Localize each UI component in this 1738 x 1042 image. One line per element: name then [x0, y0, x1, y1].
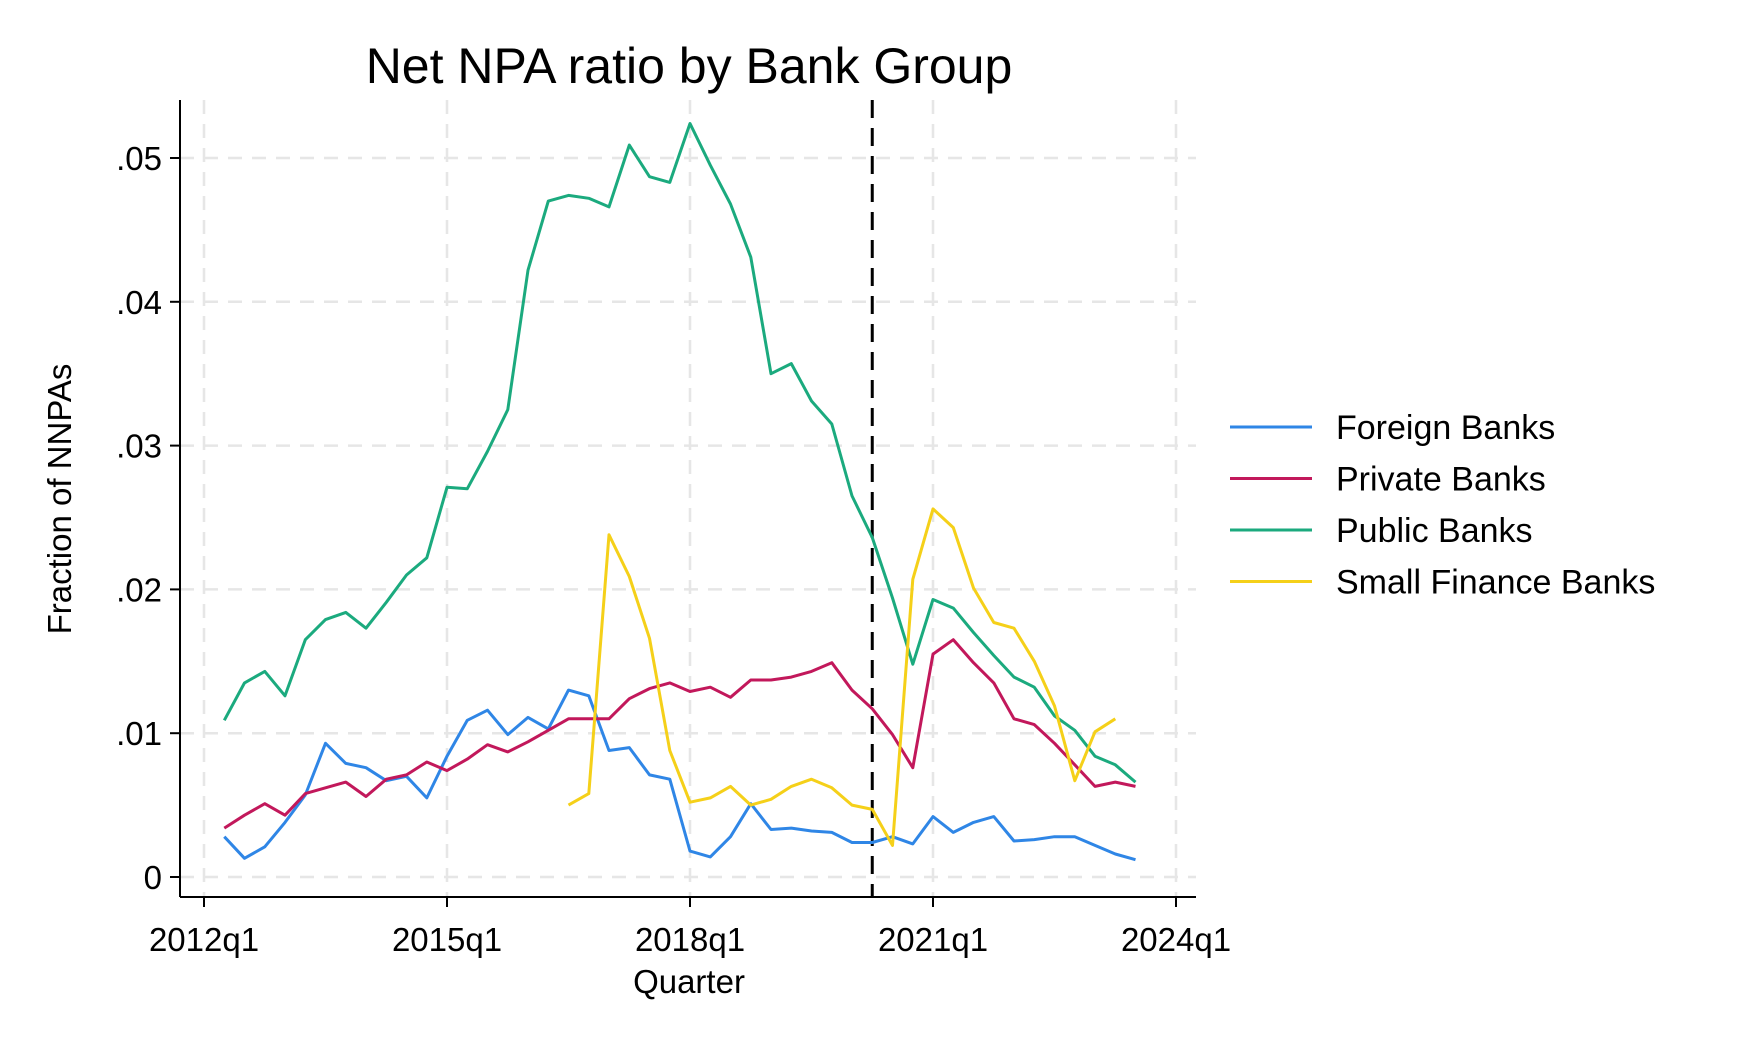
series-line-small-finance-banks [567, 507, 1117, 847]
chart-title: Net NPA ratio by Bank Group [366, 38, 1013, 94]
y-tick-label: .05 [116, 140, 162, 177]
legend-label: Foreign Banks [1336, 409, 1555, 447]
legend-label: Public Banks [1336, 512, 1533, 550]
legend-label: Private Banks [1336, 461, 1546, 499]
grid-lines [180, 100, 1196, 897]
x-tick-label: 2015q1 [392, 921, 502, 958]
series-line-public-banks [222, 122, 1137, 784]
x-tick-label: 2018q1 [635, 921, 745, 958]
y-tick-label: .04 [116, 284, 162, 321]
series-lines [222, 122, 1137, 862]
y-tick-label: .01 [116, 715, 162, 752]
legend-label: Small Finance Banks [1336, 564, 1655, 602]
legend: Foreign Banks Private Banks Public Banks Sm… [1230, 409, 1655, 602]
y-axis-label: Fraction of NNPAs [41, 364, 78, 635]
series-line-foreign-banks [223, 688, 1136, 862]
series-line-private-banks [223, 638, 1136, 830]
x-axis-label: Quarter [633, 963, 745, 1000]
x-tick-label: 2012q1 [149, 921, 259, 958]
x-tick-label: 2021q1 [878, 921, 988, 958]
x-tick-label: 2024q1 [1121, 921, 1231, 958]
y-tick-label: 0 [144, 859, 162, 896]
y-tick-label: .03 [116, 428, 162, 465]
y-tick-label: .02 [116, 571, 162, 608]
axes [170, 100, 1196, 907]
tick-labels: 0 .01 .02 .03 .04 .05 2012q1 2015q1 2018q1 2021q1… [116, 140, 1231, 958]
